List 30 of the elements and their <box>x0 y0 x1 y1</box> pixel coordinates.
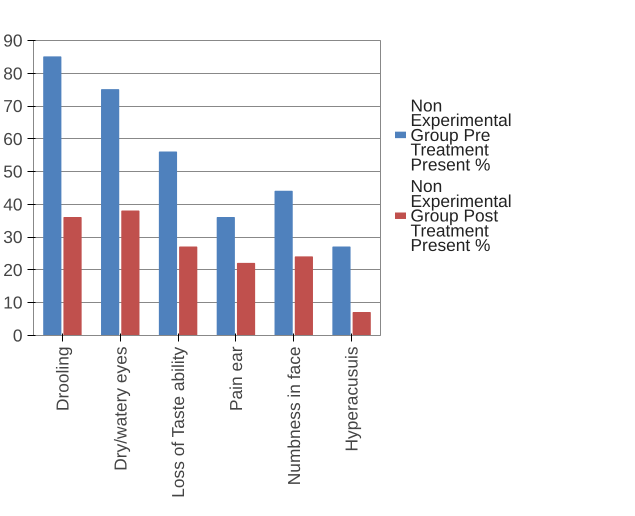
bar <box>216 217 235 336</box>
bar <box>158 151 178 336</box>
y-tick-label: 60 <box>3 128 23 149</box>
x-tick-label: Drooling <box>52 346 72 412</box>
legend-label: Non Experimental Group Post Treatment Present % <box>410 176 512 256</box>
y-tick-label: 70 <box>3 96 23 116</box>
x-tick-label: Dry/watery eyes <box>110 346 130 471</box>
x-tick-label: Numbness in face <box>284 346 304 486</box>
y-tick-label: 90 <box>3 30 23 50</box>
bar <box>43 56 62 336</box>
legend-label: Non Experimental Group Pre Treatment Present % <box>410 95 512 174</box>
y-tick-label: 30 <box>3 227 23 248</box>
x-tick-label: Pain ear <box>226 346 246 412</box>
bar <box>274 190 293 336</box>
y-tick-label: 50 <box>3 162 23 182</box>
y-tick-label: 0 <box>12 326 23 346</box>
y-tick-label: 20 <box>3 260 23 280</box>
bar <box>121 210 140 336</box>
y-tick-label: 80 <box>3 63 23 84</box>
y-tick-label: 40 <box>3 194 23 214</box>
bar <box>63 217 82 336</box>
bar <box>352 312 371 336</box>
y-tick-label: 10 <box>3 292 23 313</box>
x-tick-label: Hyperacusuis <box>342 346 362 452</box>
bar <box>332 246 351 336</box>
bar <box>101 89 120 336</box>
x-tick-label: Loss of Taste ability <box>168 346 188 498</box>
bar <box>236 262 256 336</box>
bar <box>179 246 198 336</box>
bar <box>294 256 313 336</box>
